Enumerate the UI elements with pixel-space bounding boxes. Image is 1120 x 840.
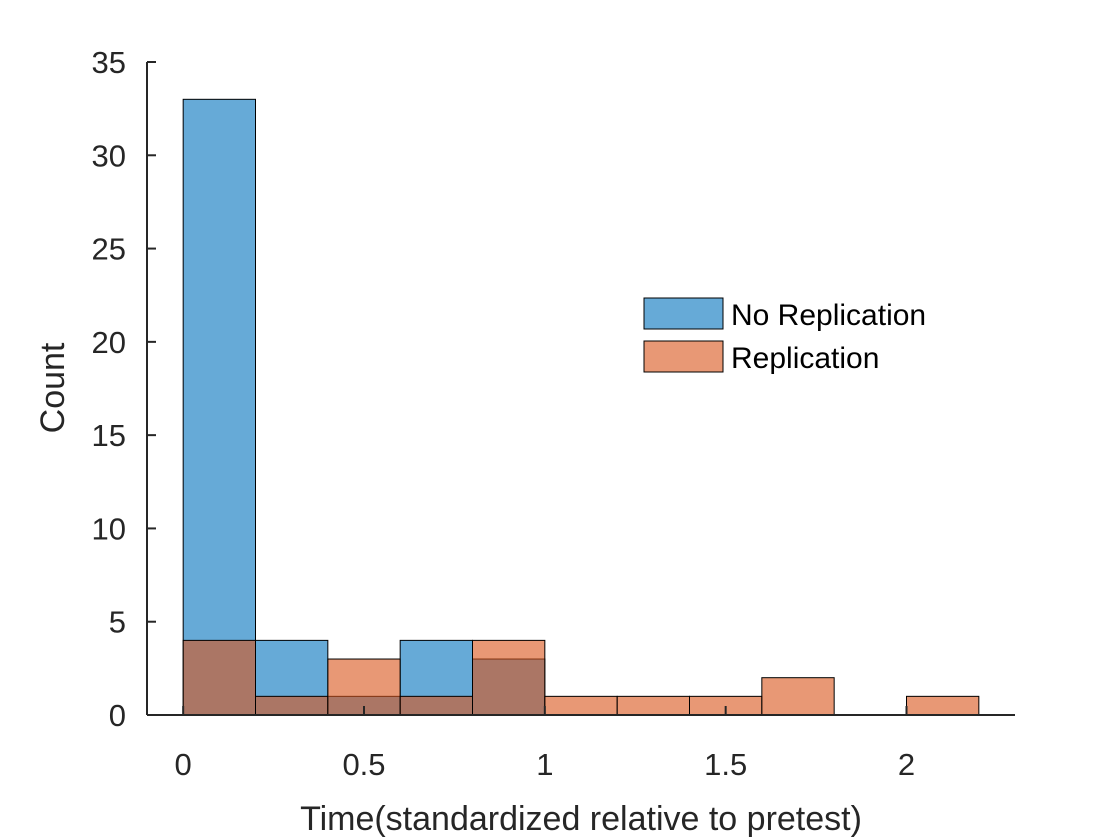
bar-replication xyxy=(182,639,257,716)
bar-replication xyxy=(616,695,691,716)
bars-layer xyxy=(182,98,980,716)
x-axis-label: Time(standardized relative to pretest) xyxy=(300,800,862,838)
x-tick-label: 1 xyxy=(536,747,553,782)
x-tick-label: 1.5 xyxy=(704,747,747,782)
y-tick-label: 0 xyxy=(109,698,126,733)
x-tick-label: 0.5 xyxy=(342,747,385,782)
legend-label-no-replication: No Replication xyxy=(731,299,926,332)
y-tick-label: 5 xyxy=(109,605,126,640)
y-tick-label: 30 xyxy=(92,138,126,173)
x-tick-label: 0 xyxy=(175,747,192,782)
bar-replication xyxy=(906,695,980,716)
y-tick-label: 10 xyxy=(92,511,126,546)
y-ticks: 0 5 10 15 20 25 30 35 xyxy=(92,45,156,733)
legend-label-replication: Replication xyxy=(731,342,879,375)
bar-no-replication xyxy=(182,98,257,716)
legend-swatch-no-replication xyxy=(643,297,724,330)
bar-replication xyxy=(544,695,618,716)
legend: No Replication Replication xyxy=(643,297,926,375)
y-tick-label: 35 xyxy=(92,45,126,80)
y-axis-label: Count xyxy=(34,342,72,433)
x-ticks: 0 0.5 1 1.5 2 xyxy=(175,706,915,782)
bar-replication xyxy=(761,677,835,716)
legend-swatch-replication xyxy=(643,340,724,373)
bar-replication xyxy=(255,695,329,716)
y-tick-label: 15 xyxy=(92,418,126,453)
bar-replication xyxy=(399,695,473,716)
y-tick-label: 20 xyxy=(92,325,126,360)
y-tick-label: 25 xyxy=(92,232,126,267)
bar-replication xyxy=(472,639,546,716)
x-tick-label: 2 xyxy=(898,747,915,782)
